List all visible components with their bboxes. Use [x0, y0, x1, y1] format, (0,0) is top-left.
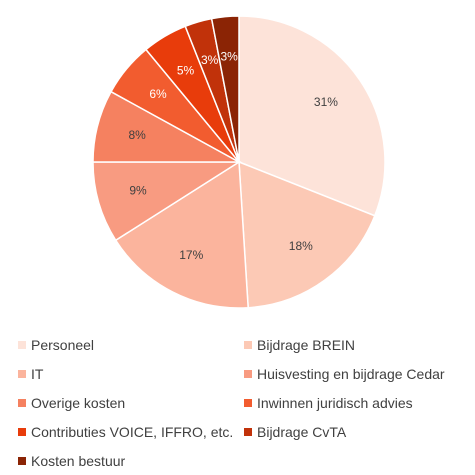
pie-slice	[92, 161, 242, 242]
legend-item: Kosten bestuur	[18, 446, 244, 475]
legend-swatch	[244, 340, 252, 349]
pie-data-label: 31%	[314, 95, 338, 109]
legend-label: Contributies VOICE, IFFRO, etc.	[31, 423, 234, 440]
legend-item: Huisvesting en bijdrage Cedar	[244, 359, 468, 388]
legend-swatch	[244, 398, 252, 407]
legend-swatch	[18, 369, 26, 378]
legend-item: Bijdrage CvTA	[244, 417, 468, 446]
legend-swatch	[244, 427, 252, 436]
legend-item: Overige kosten	[18, 388, 244, 417]
legend-label: Overige kosten	[31, 394, 126, 411]
pie-data-label: 9%	[129, 184, 147, 198]
pie-slice	[238, 15, 386, 217]
chart-legend: Personeel Bijdrage BREIN IT Huisvesting en …	[18, 330, 468, 475]
legend-label: Personeel	[31, 336, 95, 353]
legend-item: Bijdrage BREIN	[244, 330, 468, 359]
legend-label: Huisvesting en bijdrage Cedar	[257, 365, 445, 382]
legend-label: Inwinnen juridisch advies	[257, 394, 413, 411]
pie-slice	[210, 15, 240, 163]
pie-slice	[238, 160, 376, 309]
pie-slice	[114, 160, 249, 309]
legend-label: Bijdrage CvTA	[257, 423, 347, 440]
legend-item: Inwinnen juridisch advies	[244, 388, 468, 417]
legend-item: Contributies VOICE, IFFRO, etc.	[18, 417, 244, 446]
pie-data-label: 6%	[149, 87, 167, 101]
legend-swatch	[18, 340, 26, 349]
pie-data-label: 3%	[201, 53, 219, 67]
legend-label: Kosten bestuur	[31, 452, 126, 469]
pie-data-label: 3%	[220, 50, 238, 64]
legend-swatch	[18, 427, 26, 436]
pie-data-label: 8%	[129, 128, 147, 142]
pie-data-label: 5%	[177, 64, 195, 78]
legend-label: IT	[31, 365, 44, 382]
pie-data-label: 17%	[179, 248, 203, 262]
legend-swatch	[18, 398, 26, 407]
pie-plot-area: 31% 18% 17% 9% 8% 6% 5% 3% 3%	[92, 15, 386, 309]
legend-label: Bijdrage BREIN	[257, 336, 356, 353]
pie-data-label: 18%	[289, 239, 313, 253]
legend-swatch	[244, 369, 252, 378]
legend-item: IT	[18, 359, 244, 388]
legend-item: Personeel	[18, 330, 244, 359]
legend-swatch	[18, 456, 26, 465]
